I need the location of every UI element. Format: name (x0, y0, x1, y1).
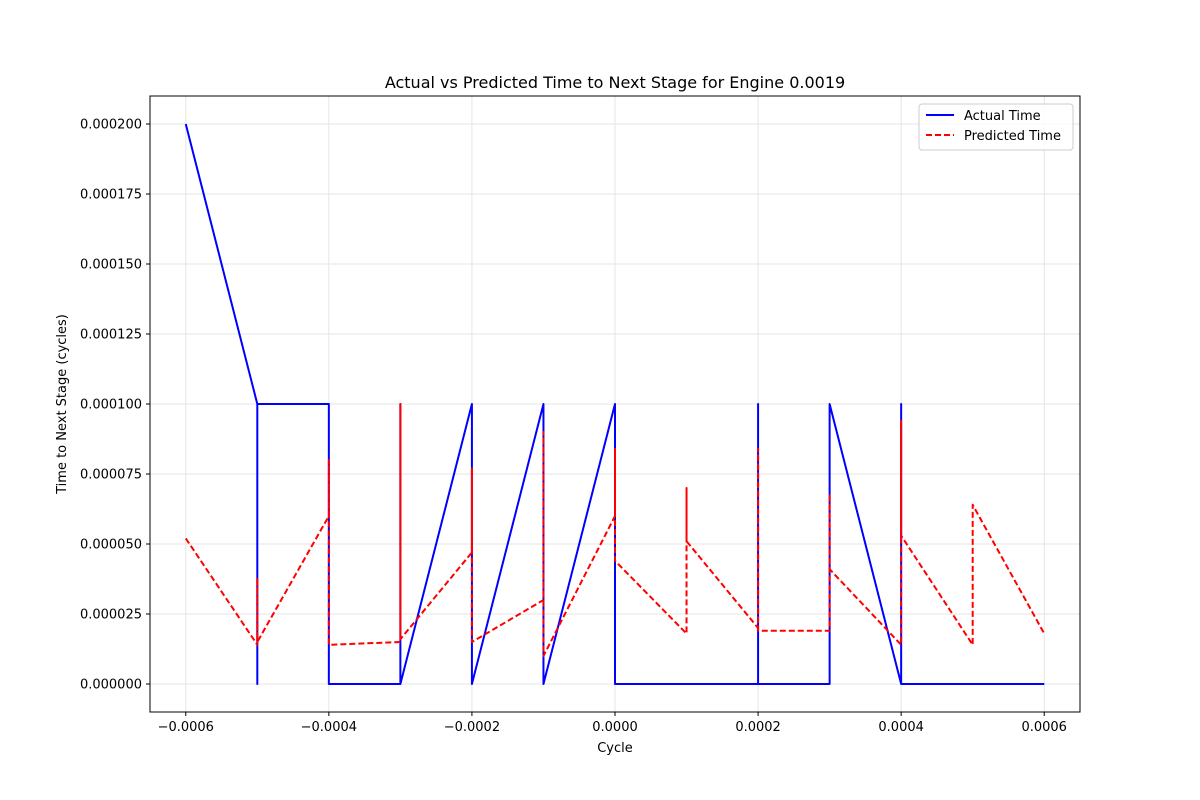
y-tick-label: 0.000150 (80, 258, 142, 273)
y-tick-label: 0.000200 (80, 118, 142, 133)
x-tick-label: 0.0000 (592, 720, 638, 735)
x-axis-label: Cycle (597, 741, 633, 756)
y-tick-label: 0.000100 (80, 398, 142, 413)
x-tick-label: 0.0002 (735, 720, 781, 735)
legend: Actual Time Predicted Time (918, 103, 1074, 151)
legend-box (918, 103, 1074, 151)
chart-title: Actual vs Predicted Time to Next Stage f… (385, 73, 845, 92)
x-tick-label: 0.0004 (878, 720, 924, 735)
y-axis: 0.000000 0.000025 0.000050 0.000075 0.000100… (80, 118, 150, 693)
y-tick-label: 0.000050 (80, 538, 142, 553)
y-tick-label: 0.000125 (80, 328, 142, 343)
x-tick-label: −0.0004 (301, 720, 357, 735)
x-tick-label: 0.0006 (1021, 720, 1067, 735)
series-line-actual (184, 123, 1045, 685)
legend-label-predicted: Predicted Time (964, 129, 1061, 144)
x-tick-label: −0.0002 (444, 720, 500, 735)
x-tick-label: −0.0006 (158, 720, 214, 735)
y-tick-label: 0.000175 (80, 188, 142, 203)
series-layer (184, 123, 1046, 685)
x-axis: −0.0006 −0.0004 −0.0002 0.0000 0.0002 0.0004 0… (158, 712, 1067, 735)
series-line-predicted (184, 403, 1046, 657)
y-tick-label: 0.000000 (80, 678, 142, 693)
legend-label-actual: Actual Time (964, 109, 1041, 124)
y-axis-label: Time to Next Stage (cycles) (55, 314, 70, 495)
y-tick-label: 0.000075 (80, 468, 142, 483)
y-tick-label: 0.000025 (80, 608, 142, 623)
